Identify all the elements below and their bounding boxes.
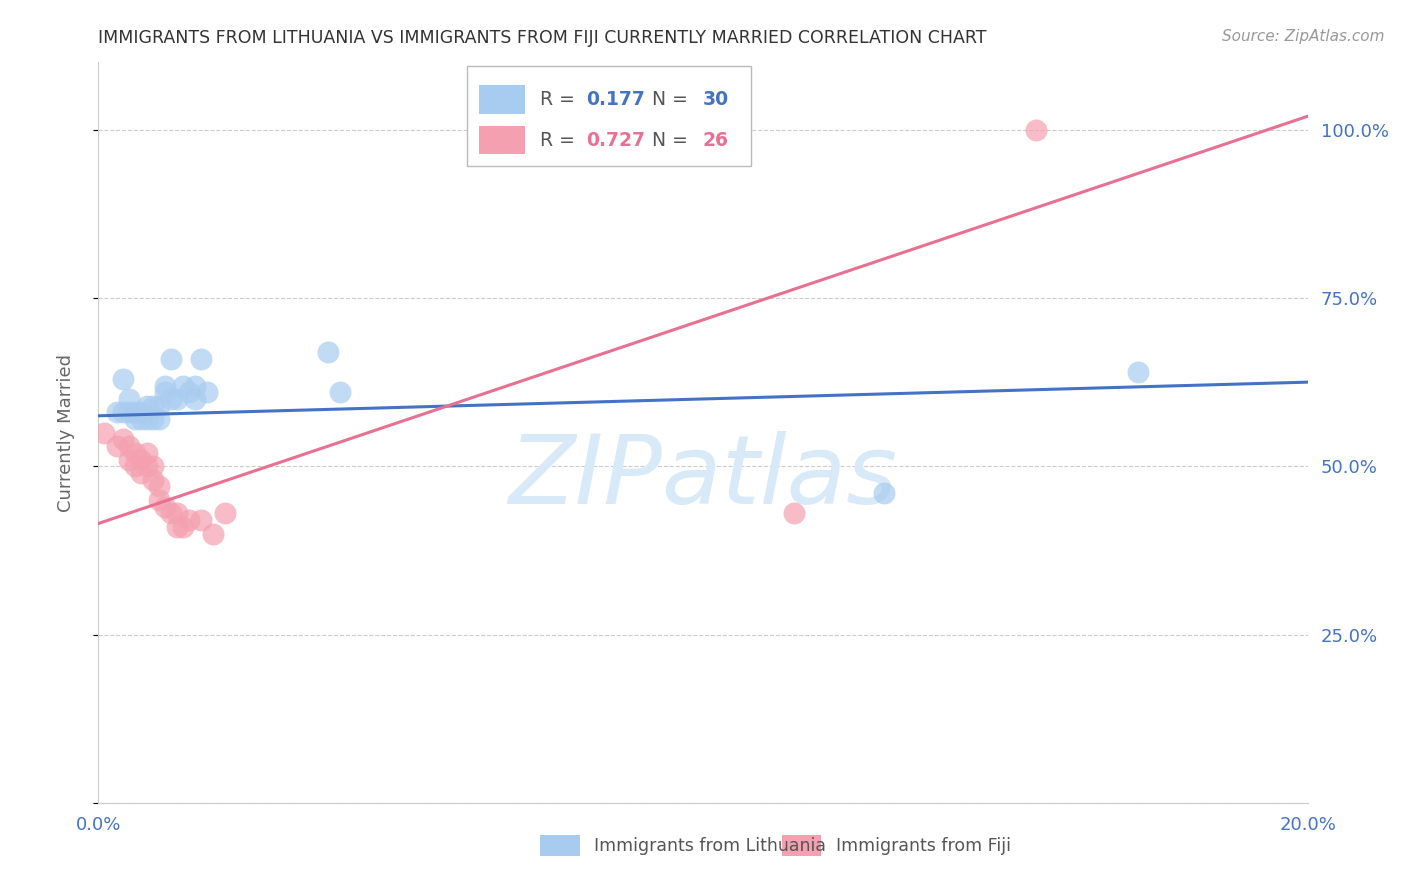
Point [111,405,134,419]
Point [148,399,170,413]
Point [190,351,212,366]
FancyBboxPatch shape [479,86,526,113]
Point [166,392,188,406]
Point [202,526,225,541]
Text: 0.177: 0.177 [586,90,644,109]
Point [166,520,188,534]
Point [142,459,165,474]
Point [118,405,141,419]
Point [153,378,176,392]
Text: N =: N = [652,90,695,109]
Y-axis label: Currently Married: Currently Married [56,353,75,512]
Point [124,412,146,426]
Point [118,452,141,467]
Point [105,439,128,453]
Text: 30: 30 [703,90,730,109]
Text: 0.727: 0.727 [586,130,645,150]
Point [124,459,146,474]
Point [148,492,170,507]
FancyBboxPatch shape [782,836,821,856]
Point [93,425,115,440]
Point [329,385,352,400]
Point [105,405,128,419]
Point [118,439,141,453]
Point [190,513,212,527]
Point [184,378,207,392]
Point [160,351,183,366]
Point [135,446,157,460]
Point [166,507,188,521]
Point [129,412,152,426]
Point [135,459,157,474]
FancyBboxPatch shape [467,66,751,166]
Point [153,500,176,514]
FancyBboxPatch shape [540,836,579,856]
Point [172,378,194,392]
Text: IMMIGRANTS FROM LITHUANIA VS IMMIGRANTS FROM FIJI CURRENTLY MARRIED CORRELATION : IMMIGRANTS FROM LITHUANIA VS IMMIGRANTS … [98,29,987,47]
Point [184,392,207,406]
Text: N =: N = [652,130,695,150]
Point [124,446,146,460]
Point [160,507,183,521]
Point [214,507,236,521]
Point [142,399,165,413]
Point [153,385,176,400]
Text: Source: ZipAtlas.com: Source: ZipAtlas.com [1222,29,1385,44]
Point [172,520,194,534]
Point [1024,122,1046,136]
Point [135,412,157,426]
Point [179,513,201,527]
Text: Immigrants from Fiji: Immigrants from Fiji [837,837,1011,855]
FancyBboxPatch shape [479,126,526,154]
Text: 26: 26 [703,130,728,150]
Point [148,479,170,493]
Point [142,473,165,487]
Point [142,412,165,426]
Text: R =: R = [540,90,581,109]
Point [195,385,218,400]
Point [129,466,152,480]
Point [316,344,339,359]
Text: R =: R = [540,130,581,150]
Point [135,399,157,413]
Point [783,507,806,521]
Point [118,392,141,406]
Text: ZIPatlas: ZIPatlas [509,431,897,524]
Point [1128,365,1150,379]
Point [129,405,152,419]
Point [111,433,134,447]
Point [160,392,183,406]
Text: Immigrants from Lithuania: Immigrants from Lithuania [595,837,827,855]
Point [148,412,170,426]
Point [179,385,201,400]
Point [873,486,896,500]
Point [111,372,134,386]
Point [129,452,152,467]
Point [124,405,146,419]
